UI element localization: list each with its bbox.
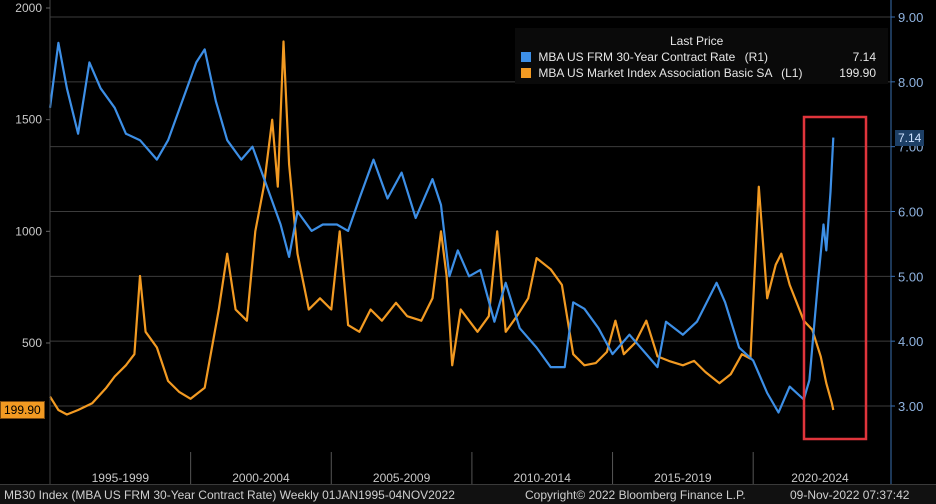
right-tick-label-5: 4.00 [898,334,923,349]
x-tick-label-1: 2000-2004 [232,471,290,484]
line-market-index [49,40,835,416]
right-tick-label-6: 3.00 [898,399,923,414]
legend-value-frm: 7.14 [852,50,876,64]
left-tick-label-1: 1500 [15,113,42,127]
legend-label-mba: MBA US Market Index Association Basic SA [538,66,772,80]
last-value-badge-mba: 199.90 [0,401,45,419]
left-tick-label-3: 500 [22,336,42,350]
legend-axis-mba: (L1) [781,66,803,80]
x-axis-ticks: 1995-1999 2000-2004 2005-2009 2010-2014 2015… [92,471,849,484]
legend: Last Price MBA US FRM 30-Year Contract R… [515,28,888,84]
left-tick-label-0: 2000 [15,1,42,15]
legend-swatch-mba [521,68,531,78]
footer-copyright: Copyright© 2022 Bloomberg Finance L.P. [525,488,746,502]
right-axis-ticks: 9.008.007.006.005.004.003.00 [891,10,923,414]
x-axis-dividers [190,452,754,484]
right-tick-label-3: 6.00 [898,205,923,220]
legend-axis-frm: (R1) [744,50,768,64]
series-frm-rate [48,41,835,414]
footer-index-info: MB30 Index (MBA US FRM 30-Year Contract … [4,488,455,502]
legend-title: Last Price [670,34,724,48]
footer-bar: MB30 Index (MBA US FRM 30-Year Contract … [0,484,936,504]
right-tick-label-1: 8.00 [898,75,923,90]
legend-item-mba: MBA US Market Index Association Basic SA… [521,66,882,80]
legend-swatch-frm [521,52,531,62]
x-tick-label-5: 2020-2024 [791,471,849,484]
legend-label-frm: MBA US FRM 30-Year Contract Rate [538,50,736,64]
legend-item-frm: MBA US FRM 30-Year Contract Rate (R1) 7.… [521,50,882,64]
last-value-badge-frm: 7.14 [895,130,925,146]
footer-timestamp: 09-Nov-2022 07:37:42 [790,488,910,502]
x-tick-label-4: 2015-2019 [654,471,712,484]
x-tick-label-0: 1995-1999 [92,471,150,484]
series-market-index [49,40,835,416]
highlight-box [802,115,868,441]
right-tick-label-4: 5.00 [898,269,923,284]
line-frm-rate [48,41,835,414]
legend-value-mba: 199.90 [839,66,876,80]
right-tick-label-0: 9.00 [898,10,923,25]
x-tick-label-3: 2010-2014 [514,471,572,484]
x-tick-label-2: 2005-2009 [373,471,431,484]
left-tick-label-2: 1000 [15,224,42,238]
left-axis-ticks: 2000 1500 1000 500 [15,1,50,350]
